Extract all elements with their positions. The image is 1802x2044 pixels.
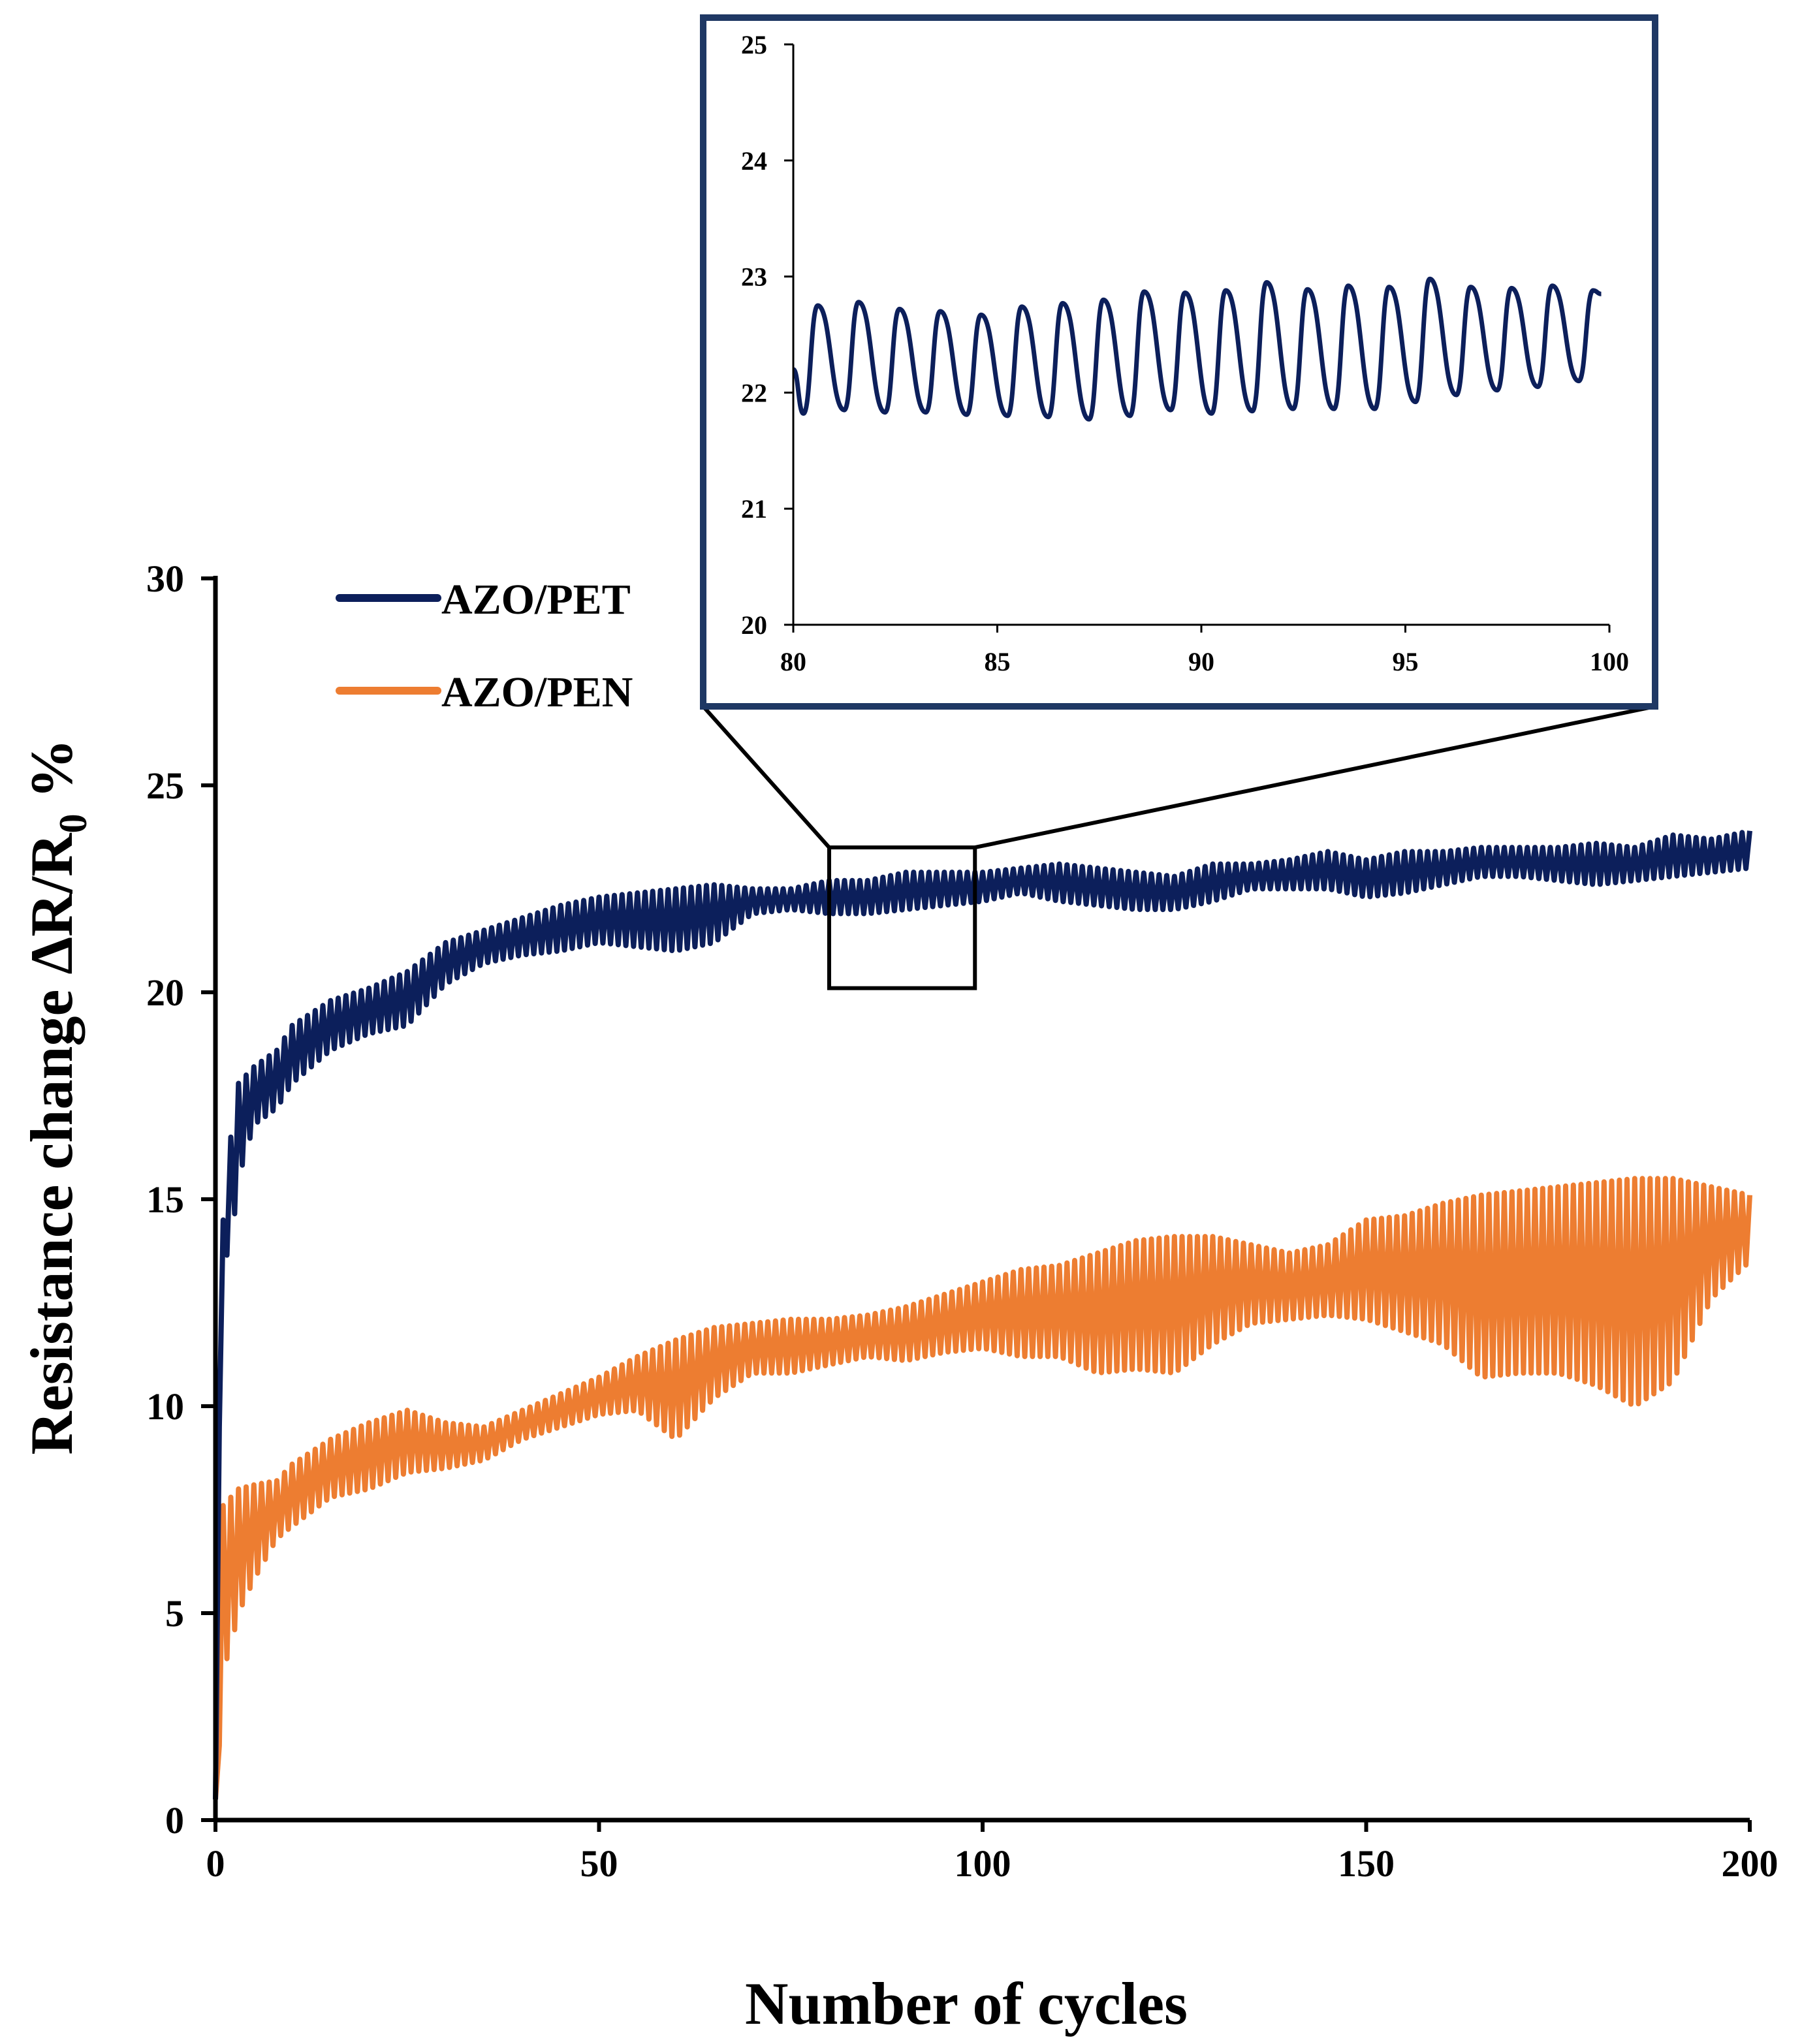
inset-y-tick-label: 21 (741, 494, 767, 524)
main-plot: 0 50 100 150 200 0 5 10 15 20 25 30 (146, 558, 1778, 1885)
inset-x-tick-label: 95 (1393, 647, 1419, 676)
inset-y-tick-label: 22 (741, 378, 767, 407)
legend-label-azo-pet: AZO/PET (441, 576, 631, 623)
main-y-ticks: 0 5 10 15 20 25 30 (146, 558, 215, 1842)
y-tick-label: 10 (146, 1385, 184, 1428)
y-axis-title-main: Resistance change ΔR/R (18, 832, 85, 1455)
zoom-region-marker (827, 845, 977, 990)
connector-right (974, 704, 1656, 850)
inset-y-tick-label: 24 (741, 146, 767, 176)
inset-x-ticks: 80 85 90 95 100 (780, 625, 1629, 676)
inset-y-tick-label: 25 (741, 30, 767, 59)
inset-chart: 80 85 90 95 100 20 21 22 23 24 25 (700, 14, 1658, 710)
x-tick-label: 200 (1722, 1842, 1778, 1885)
inset-y-ticks: 20 21 22 23 24 25 (741, 30, 793, 640)
x-tick-label: 150 (1338, 1842, 1395, 1885)
y-tick-label: 20 (146, 971, 184, 1014)
x-tick-label: 0 (206, 1842, 225, 1885)
y-tick-label: 15 (146, 1178, 184, 1221)
y-tick-label: 0 (165, 1799, 184, 1842)
y-tick-label: 5 (165, 1592, 184, 1635)
inset-series-line-azo-pet (791, 276, 1602, 422)
inset-x-tick-label: 85 (985, 647, 1011, 676)
y-tick-label: 30 (146, 558, 184, 600)
legend-label-azo-pen: AZO/PEN (441, 668, 633, 716)
y-axis-title: Resistance change ΔR/R0 % (18, 738, 95, 1454)
y-axis-title-subscript: 0 (52, 813, 95, 833)
inset-x-tick-label: 100 (1590, 647, 1629, 676)
series-line-azo-pet (213, 830, 1752, 1800)
zoom-connector-lines (701, 704, 1656, 850)
legend: AZO/PET AZO/PEN (336, 576, 633, 716)
zoom-rectangle (827, 845, 977, 990)
connector-left (701, 705, 831, 849)
inset-y-tick-label: 20 (741, 610, 767, 640)
y-tick-label: 25 (146, 764, 184, 807)
x-tick-label: 50 (580, 1842, 618, 1885)
main-x-ticks: 0 50 100 150 200 (206, 1820, 1778, 1885)
y-axis-title-spacer (18, 798, 85, 813)
inset-x-tick-label: 80 (780, 647, 806, 676)
inset-x-tick-label: 90 (1188, 647, 1214, 676)
inset-series-layer (791, 276, 1602, 422)
inset-y-tick-label: 23 (741, 262, 767, 292)
main-series-layer (213, 830, 1752, 1800)
x-axis-title: Number of cycles (745, 1970, 1188, 2037)
x-tick-label: 100 (955, 1842, 1011, 1885)
series-line-azo-pen (213, 1176, 1752, 1800)
y-axis-title-percent: % (18, 738, 85, 798)
